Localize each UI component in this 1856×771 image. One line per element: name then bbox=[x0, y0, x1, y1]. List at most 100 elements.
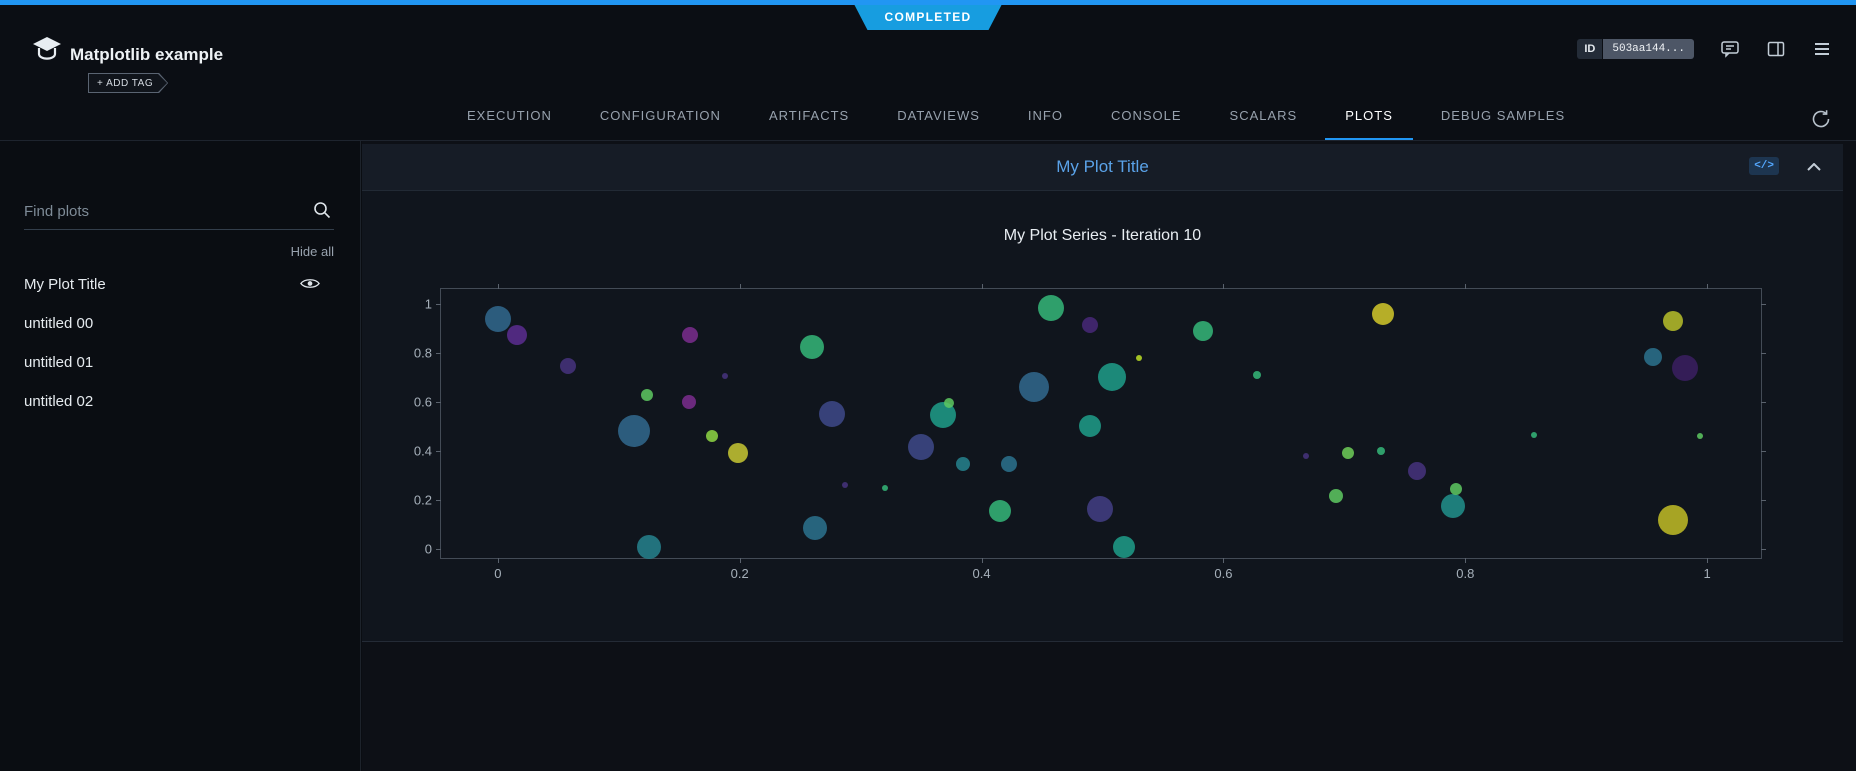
scatter-point[interactable] bbox=[1450, 483, 1462, 495]
scatter-point[interactable] bbox=[1136, 355, 1142, 361]
scatter-point[interactable] bbox=[800, 335, 824, 359]
scatter-point[interactable] bbox=[1253, 371, 1261, 379]
tab-dataviews[interactable]: DATAVIEWS bbox=[877, 94, 1000, 140]
x-tick-mark bbox=[1223, 284, 1224, 289]
x-tick-mark bbox=[982, 284, 983, 289]
scatter-point[interactable] bbox=[1038, 295, 1064, 321]
search-input[interactable] bbox=[24, 199, 300, 223]
experiment-id-chip[interactable]: ID 503aa144... bbox=[1577, 39, 1694, 59]
scatter-point[interactable] bbox=[1079, 415, 1101, 437]
tab-plots[interactable]: PLOTS bbox=[1325, 94, 1413, 140]
chevron-up-icon bbox=[1807, 163, 1821, 171]
scatter-point[interactable] bbox=[682, 395, 696, 409]
refresh-icon bbox=[1810, 108, 1832, 130]
layout-icon bbox=[1766, 39, 1786, 59]
scatter-point[interactable] bbox=[728, 443, 748, 463]
scatter-point[interactable] bbox=[1019, 372, 1049, 402]
scatter-point[interactable] bbox=[819, 401, 845, 427]
y-tick-label: 0.8 bbox=[414, 345, 432, 360]
scatter-point[interactable] bbox=[908, 434, 934, 460]
scatter-point[interactable] bbox=[1377, 447, 1385, 455]
view-json-button[interactable]: </> bbox=[1749, 157, 1779, 175]
scatter-point[interactable] bbox=[1193, 321, 1213, 341]
y-tick-mark bbox=[1761, 402, 1766, 403]
x-tick-mark bbox=[1465, 284, 1466, 289]
y-tick-label: 1 bbox=[425, 296, 432, 311]
scatter-point[interactable] bbox=[1001, 456, 1017, 472]
scatter-point[interactable] bbox=[1697, 433, 1703, 439]
scatter-point[interactable] bbox=[956, 457, 970, 471]
visibility-eye-icon[interactable] bbox=[300, 277, 320, 290]
x-tick-label: 0.8 bbox=[1456, 566, 1474, 581]
hide-all-link[interactable]: Hide all bbox=[0, 244, 334, 259]
list-item-untitled-00[interactable]: untitled 00 bbox=[0, 304, 360, 343]
scatter-point[interactable] bbox=[882, 485, 888, 491]
y-tick-mark bbox=[436, 353, 441, 354]
comment-button[interactable] bbox=[1720, 39, 1740, 59]
menu-button[interactable] bbox=[1812, 39, 1832, 59]
scatter-point[interactable] bbox=[989, 500, 1011, 522]
plot-panel-title: My Plot Title bbox=[1056, 157, 1149, 177]
search-icon[interactable] bbox=[312, 200, 332, 220]
layout-toggle-button[interactable] bbox=[1766, 39, 1786, 59]
plot-search bbox=[24, 199, 334, 230]
experiment-icon bbox=[30, 35, 64, 65]
scatter-point[interactable] bbox=[944, 398, 954, 408]
y-tick-label: 0.4 bbox=[414, 444, 432, 459]
id-label: ID bbox=[1577, 39, 1602, 59]
tab-info[interactable]: INFO bbox=[1008, 94, 1083, 140]
list-item-my-plot-title[interactable]: My Plot Title bbox=[0, 265, 360, 304]
scatter-point[interactable] bbox=[722, 373, 728, 379]
scatter-point[interactable] bbox=[560, 358, 576, 374]
scatter-point[interactable] bbox=[1372, 303, 1394, 325]
y-tick-mark bbox=[436, 451, 441, 452]
scatter-point[interactable] bbox=[641, 389, 653, 401]
scatter-point[interactable] bbox=[485, 306, 511, 332]
scatter-point[interactable] bbox=[842, 482, 848, 488]
tab-configuration[interactable]: CONFIGURATION bbox=[580, 94, 741, 140]
plot-area[interactable]: 00.20.40.60.8100.20.40.60.81 bbox=[440, 288, 1762, 559]
tab-artifacts[interactable]: ARTIFACTS bbox=[749, 94, 869, 140]
x-tick-mark bbox=[1707, 558, 1708, 563]
add-tag-button[interactable]: + ADD TAG bbox=[88, 73, 168, 93]
header-actions: ID 503aa144... bbox=[1577, 39, 1832, 59]
scatter-point[interactable] bbox=[1531, 432, 1537, 438]
list-item-untitled-01[interactable]: untitled 01 bbox=[0, 343, 360, 382]
scatter-point[interactable] bbox=[1342, 447, 1354, 459]
status-badge-label: COMPLETED bbox=[884, 10, 971, 24]
y-tick-mark bbox=[436, 500, 441, 501]
y-tick-mark bbox=[1761, 451, 1766, 452]
scatter-point[interactable] bbox=[803, 516, 827, 540]
plot-list: My Plot Title untitled 00 untitled 01 un… bbox=[0, 265, 360, 421]
main-content: My Plot Title </> My Plot Series - Itera… bbox=[362, 141, 1856, 771]
auto-refresh-button[interactable] bbox=[1810, 108, 1832, 130]
scatter-point[interactable] bbox=[1663, 311, 1683, 331]
collapse-panel-button[interactable] bbox=[1807, 163, 1821, 171]
scatter-point[interactable] bbox=[1098, 363, 1126, 391]
y-tick-label: 0.2 bbox=[414, 493, 432, 508]
tab-execution[interactable]: EXECUTION bbox=[447, 94, 572, 140]
tab-console[interactable]: CONSOLE bbox=[1091, 94, 1202, 140]
y-tick-mark bbox=[436, 304, 441, 305]
tab-debug-samples[interactable]: DEBUG SAMPLES bbox=[1421, 94, 1585, 140]
top-accent-bar bbox=[0, 0, 1856, 5]
scatter-point[interactable] bbox=[1644, 348, 1662, 366]
tab-scalars[interactable]: SCALARS bbox=[1210, 94, 1318, 140]
scatter-point[interactable] bbox=[1408, 462, 1426, 480]
scatter-point[interactable] bbox=[1087, 496, 1113, 522]
chart-title: My Plot Series - Iteration 10 bbox=[362, 227, 1843, 245]
scatter-point[interactable] bbox=[618, 415, 650, 447]
scatter-point[interactable] bbox=[1082, 317, 1098, 333]
scatter-point[interactable] bbox=[1329, 489, 1343, 503]
scatter-point[interactable] bbox=[1672, 355, 1698, 381]
scatter-point[interactable] bbox=[1113, 536, 1135, 558]
list-item-untitled-02[interactable]: untitled 02 bbox=[0, 382, 360, 421]
scatter-point[interactable] bbox=[1303, 453, 1309, 459]
scatter-point[interactable] bbox=[1441, 494, 1465, 518]
scatter-point[interactable] bbox=[682, 327, 698, 343]
scatter-point[interactable] bbox=[637, 535, 661, 559]
scatter-point[interactable] bbox=[706, 430, 718, 442]
scatter-point[interactable] bbox=[1658, 505, 1688, 535]
scatter-point[interactable] bbox=[507, 325, 527, 345]
plots-sidebar: Hide all My Plot Title untitled 00 untit… bbox=[0, 141, 361, 771]
